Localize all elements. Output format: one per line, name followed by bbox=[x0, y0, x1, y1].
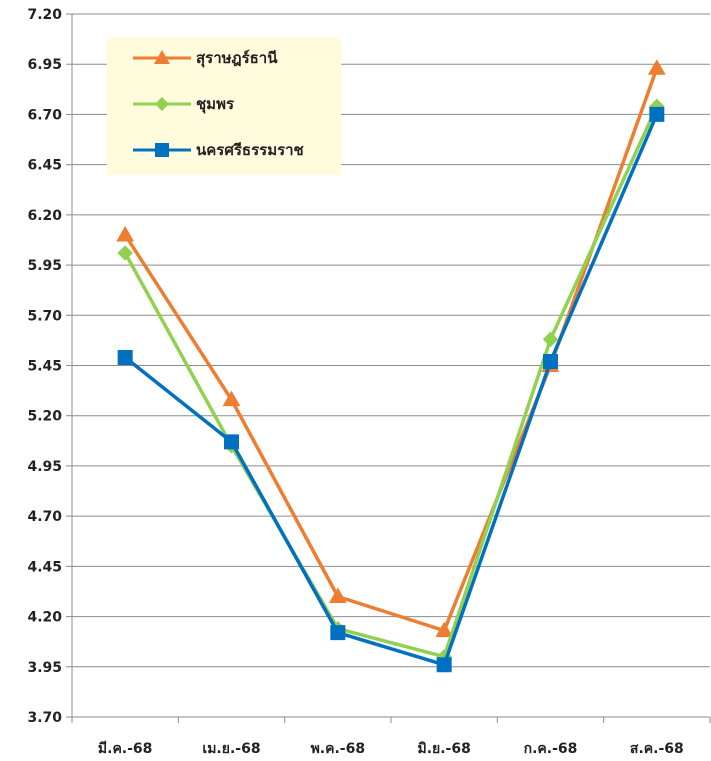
legend-marker-triangle bbox=[154, 50, 170, 64]
y-tick-label: 5.20 bbox=[27, 409, 62, 425]
y-tick-label: 5.45 bbox=[27, 359, 62, 375]
y-tick-label: 7.20 bbox=[27, 7, 62, 23]
x-tick-label: ก.ค.-68 bbox=[524, 741, 578, 757]
data-point-square bbox=[436, 657, 452, 673]
legend-label-3: นครศรีธรรมราช bbox=[196, 141, 304, 159]
data-point-triangle bbox=[222, 390, 241, 407]
legend-item-3: นครศรีธรรมราช bbox=[133, 141, 304, 159]
data-point-square bbox=[330, 625, 346, 641]
x-axis-tick-labels: มี.ค.-68 เม.ย.-68 พ.ค.-68 มิ.ย.-68 ก.ค.-68 ส.… bbox=[98, 741, 684, 757]
data-point-triangle bbox=[647, 59, 666, 75]
x-tick-label: ส.ค.-68 bbox=[630, 741, 684, 757]
data-point-triangle bbox=[328, 587, 347, 603]
data-point-square bbox=[117, 349, 133, 365]
legend-item-1: สุราษฎร์ธานี bbox=[133, 49, 278, 68]
y-tick-label: 3.95 bbox=[27, 660, 62, 676]
series-layer bbox=[116, 59, 666, 673]
x-tick-label: เม.ย.-68 bbox=[202, 741, 260, 757]
x-tick-label: มิ.ย.-68 bbox=[417, 741, 470, 757]
y-tick-label: 5.95 bbox=[27, 258, 62, 274]
series-2 bbox=[117, 98, 665, 665]
legend-label-2: ชุมพร bbox=[196, 95, 235, 114]
legend-marker-diamond bbox=[155, 97, 169, 111]
y-tick-label: 6.45 bbox=[27, 158, 62, 174]
y-tick-label: 6.95 bbox=[27, 57, 62, 73]
legend-item-2: ชุมพร bbox=[133, 95, 235, 114]
series-line bbox=[124, 113, 659, 667]
data-point-square bbox=[543, 353, 558, 369]
y-tick-label: 4.95 bbox=[27, 459, 62, 475]
legend-marker-square bbox=[155, 143, 169, 157]
x-tick-label: พ.ค.-68 bbox=[311, 741, 366, 757]
y-axis-tick-labels: 3.70 3.95 4.20 4.45 4.70 4.95 5.20 5.45 5.70 5.95… bbox=[27, 7, 62, 726]
series-3 bbox=[117, 106, 665, 673]
y-tick-label: 3.70 bbox=[27, 710, 62, 726]
data-point-triangle bbox=[435, 621, 454, 638]
legend: สุราษฎร์ธานี ชุมพร นครศรีธรรมราช bbox=[107, 37, 341, 175]
legend-background bbox=[107, 37, 341, 175]
y-tick-label: 6.70 bbox=[27, 107, 62, 123]
data-point-diamond bbox=[117, 245, 133, 261]
y-tick-label: 4.20 bbox=[27, 610, 62, 626]
y-tick-label: 5.70 bbox=[27, 308, 62, 324]
data-point-square bbox=[224, 434, 239, 450]
axes bbox=[71, 14, 711, 723]
legend-label-1: สุราษฎร์ธานี bbox=[196, 49, 278, 68]
data-point-triangle bbox=[116, 225, 135, 242]
x-tick-label: มี.ค.-68 bbox=[98, 741, 153, 757]
data-point-square bbox=[649, 106, 665, 122]
y-tick-label: 4.45 bbox=[27, 559, 62, 575]
y-tick-label: 4.70 bbox=[27, 509, 62, 525]
y-tick-label: 6.20 bbox=[27, 208, 62, 224]
series-line bbox=[123, 105, 659, 659]
data-point-diamond bbox=[542, 331, 559, 348]
